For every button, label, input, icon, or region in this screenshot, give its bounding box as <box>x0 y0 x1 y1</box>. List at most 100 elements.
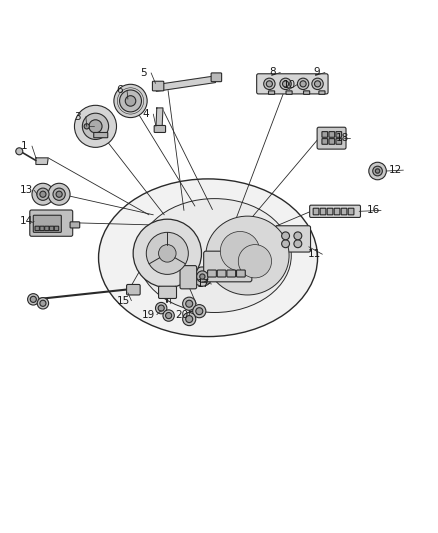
FancyBboxPatch shape <box>40 226 44 231</box>
Text: 1: 1 <box>21 141 28 151</box>
Text: 8: 8 <box>269 68 276 77</box>
Circle shape <box>200 274 205 279</box>
Circle shape <box>297 78 309 90</box>
FancyBboxPatch shape <box>30 210 73 236</box>
FancyBboxPatch shape <box>319 91 325 94</box>
FancyBboxPatch shape <box>35 226 39 231</box>
FancyBboxPatch shape <box>313 208 319 215</box>
FancyBboxPatch shape <box>208 270 216 277</box>
FancyBboxPatch shape <box>49 226 54 231</box>
Circle shape <box>312 78 323 90</box>
Circle shape <box>266 81 272 87</box>
FancyBboxPatch shape <box>94 133 108 138</box>
Text: 19: 19 <box>142 310 155 320</box>
Text: 18: 18 <box>336 133 349 143</box>
Circle shape <box>89 120 102 133</box>
Circle shape <box>82 113 109 140</box>
FancyBboxPatch shape <box>317 127 346 149</box>
Text: 14: 14 <box>20 216 33 227</box>
FancyBboxPatch shape <box>70 222 80 228</box>
Circle shape <box>294 240 302 248</box>
Circle shape <box>16 148 23 155</box>
Circle shape <box>30 296 36 302</box>
Circle shape <box>114 84 147 118</box>
Text: 11: 11 <box>308 249 321 259</box>
FancyBboxPatch shape <box>276 226 311 252</box>
Text: 20: 20 <box>175 310 188 320</box>
Circle shape <box>146 232 188 274</box>
Circle shape <box>163 310 174 321</box>
FancyBboxPatch shape <box>322 132 328 138</box>
Text: 10: 10 <box>283 80 296 90</box>
FancyBboxPatch shape <box>154 125 166 133</box>
Text: 9: 9 <box>314 68 321 77</box>
Circle shape <box>155 302 167 314</box>
Text: 17: 17 <box>197 279 210 289</box>
Circle shape <box>186 300 193 307</box>
Text: 6: 6 <box>116 85 123 95</box>
Circle shape <box>369 162 386 180</box>
Circle shape <box>125 96 136 106</box>
Ellipse shape <box>99 179 318 336</box>
FancyBboxPatch shape <box>334 208 340 215</box>
Text: 13: 13 <box>20 185 33 195</box>
FancyBboxPatch shape <box>159 286 177 298</box>
FancyBboxPatch shape <box>329 139 335 144</box>
FancyBboxPatch shape <box>310 205 360 217</box>
FancyBboxPatch shape <box>268 91 275 94</box>
Circle shape <box>193 267 212 286</box>
FancyBboxPatch shape <box>304 91 310 94</box>
Circle shape <box>193 304 206 318</box>
Circle shape <box>183 312 196 326</box>
Circle shape <box>48 183 70 205</box>
Circle shape <box>375 169 380 173</box>
FancyBboxPatch shape <box>33 215 61 232</box>
FancyBboxPatch shape <box>341 208 347 215</box>
Circle shape <box>314 81 321 87</box>
Circle shape <box>84 124 89 129</box>
FancyBboxPatch shape <box>348 208 354 215</box>
Text: 16: 16 <box>367 205 380 215</box>
FancyBboxPatch shape <box>327 208 333 215</box>
FancyBboxPatch shape <box>286 91 292 94</box>
FancyBboxPatch shape <box>204 251 252 282</box>
FancyBboxPatch shape <box>237 270 245 277</box>
Circle shape <box>183 297 196 310</box>
Circle shape <box>186 316 193 322</box>
Text: 12: 12 <box>389 165 402 175</box>
Polygon shape <box>156 108 163 128</box>
FancyBboxPatch shape <box>322 139 328 144</box>
Circle shape <box>40 191 46 197</box>
FancyBboxPatch shape <box>127 285 140 295</box>
Text: 5: 5 <box>140 68 147 78</box>
Text: 15: 15 <box>117 296 130 305</box>
Polygon shape <box>36 158 48 165</box>
Circle shape <box>196 308 203 314</box>
Ellipse shape <box>206 216 289 295</box>
FancyBboxPatch shape <box>336 139 342 144</box>
Text: 4: 4 <box>142 109 149 119</box>
Circle shape <box>74 106 117 147</box>
Circle shape <box>28 294 39 305</box>
Circle shape <box>166 312 172 319</box>
FancyBboxPatch shape <box>217 270 226 277</box>
Circle shape <box>220 231 260 271</box>
Circle shape <box>197 271 208 282</box>
Polygon shape <box>155 76 215 91</box>
FancyBboxPatch shape <box>257 74 328 94</box>
Circle shape <box>32 183 54 205</box>
FancyBboxPatch shape <box>227 270 236 277</box>
Circle shape <box>280 78 291 90</box>
Circle shape <box>158 305 164 311</box>
Circle shape <box>294 232 302 240</box>
FancyBboxPatch shape <box>54 226 59 231</box>
Circle shape <box>120 90 141 112</box>
FancyBboxPatch shape <box>336 132 342 138</box>
Circle shape <box>40 300 46 306</box>
FancyBboxPatch shape <box>329 132 335 138</box>
Ellipse shape <box>138 199 291 312</box>
FancyBboxPatch shape <box>180 265 197 289</box>
Circle shape <box>300 81 306 87</box>
FancyBboxPatch shape <box>211 73 222 82</box>
Circle shape <box>238 245 272 278</box>
